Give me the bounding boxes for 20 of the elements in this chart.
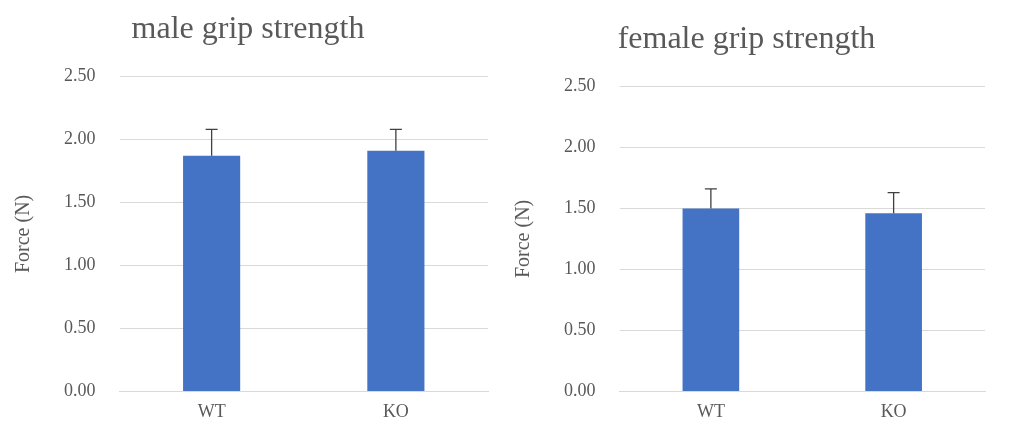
y-tick-label: 0.50 [564,319,596,340]
y-axis-title: Force (N) [511,199,535,279]
chart-title: female grip strength [617,18,876,55]
y-tick-label: 0.00 [64,380,96,401]
y-tick-label: 1.50 [564,197,596,218]
x-tick-label: KO [880,400,907,421]
x-tick-label: WT [197,400,226,421]
x-tick-label: KO [382,400,409,421]
y-tick-label: 2.00 [564,136,596,157]
chart-title: male grip strength [131,8,365,45]
y-tick-label: 2.00 [64,128,96,149]
y-tick-label: 2.50 [64,65,96,86]
x-tick-label: WT [696,400,725,421]
y-tick-label: 1.50 [64,191,96,212]
y-tick-label: 0.00 [564,380,596,401]
y-tick-label: 0.50 [64,317,96,338]
y-axis-title: Force (N) [11,194,35,274]
y-tick-label: 2.50 [564,75,596,96]
y-tick-label: 1.00 [64,254,96,275]
y-tick-label: 1.00 [564,258,596,279]
